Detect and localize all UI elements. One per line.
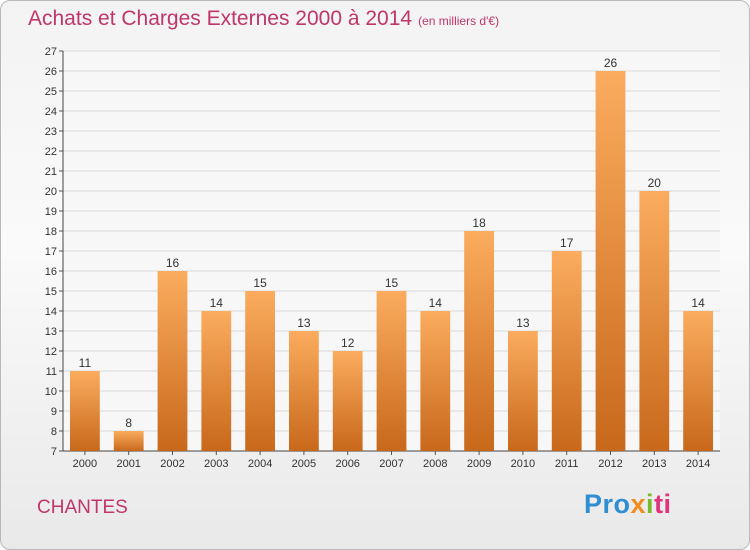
y-tick-label: 11 bbox=[46, 366, 57, 378]
y-tick-label: 13 bbox=[45, 326, 57, 338]
bar-2013 bbox=[639, 191, 670, 451]
chart-title: Achats et Charges Externes 2000 à 2014 bbox=[28, 7, 413, 30]
y-tick-label: 21 bbox=[45, 166, 57, 178]
x-tick-label-2011: 2011 bbox=[555, 458, 579, 470]
y-tick-label: 18 bbox=[45, 226, 57, 238]
data-label-2005: 13 bbox=[297, 316, 311, 330]
x-tick-label-2008: 2008 bbox=[423, 458, 447, 470]
x-tick-label-2006: 2006 bbox=[335, 458, 359, 470]
y-tick-label: 14 bbox=[45, 306, 57, 318]
y-tick-label: 20 bbox=[45, 186, 57, 198]
bar-2014 bbox=[683, 311, 713, 451]
x-tick-label-2013: 2013 bbox=[642, 458, 666, 470]
bar-2008 bbox=[420, 311, 451, 451]
y-tick-label: 8 bbox=[51, 426, 57, 438]
bar-2005 bbox=[289, 331, 319, 451]
bar-2001 bbox=[113, 431, 144, 451]
data-label-2013: 20 bbox=[648, 176, 662, 190]
bar-2010 bbox=[508, 331, 538, 451]
proxiti-logo[interactable]: Proxiti bbox=[584, 489, 672, 519]
x-tick-label-2007: 2007 bbox=[379, 458, 403, 470]
data-label-2002: 16 bbox=[166, 256, 180, 270]
y-tick-label: 12 bbox=[45, 346, 57, 358]
y-tick-label: 15 bbox=[45, 286, 57, 298]
x-tick-label-2001: 2001 bbox=[116, 458, 140, 470]
data-label-2009: 18 bbox=[472, 216, 486, 230]
data-label-2011: 17 bbox=[560, 236, 574, 250]
x-tick-label-2005: 2005 bbox=[292, 458, 316, 470]
bar-2002 bbox=[157, 271, 188, 451]
bar-2007 bbox=[376, 291, 407, 451]
y-tick-label: 27 bbox=[45, 46, 57, 58]
x-tick-label-2014: 2014 bbox=[686, 458, 710, 470]
y-tick-label: 26 bbox=[45, 66, 57, 78]
y-tick-label: 17 bbox=[45, 246, 57, 258]
data-label-2008: 14 bbox=[429, 296, 443, 310]
y-tick-label: 19 bbox=[45, 206, 57, 218]
chart-title-block: Achats et Charges Externes 2000 à 2014 (e… bbox=[28, 7, 499, 31]
x-tick-label-2010: 2010 bbox=[511, 458, 535, 470]
data-label-2000: 11 bbox=[79, 356, 92, 370]
bar-2006 bbox=[332, 351, 363, 451]
bar-2009 bbox=[464, 231, 494, 451]
bar-2003 bbox=[201, 311, 232, 451]
x-tick-label-2000: 2000 bbox=[73, 458, 97, 470]
data-label-2004: 15 bbox=[253, 276, 267, 290]
data-label-2001: 8 bbox=[125, 416, 132, 430]
data-label-2010: 13 bbox=[516, 316, 530, 330]
data-label-2012: 26 bbox=[604, 56, 618, 70]
y-tick-label: 22 bbox=[45, 146, 57, 158]
y-tick-label: 16 bbox=[45, 266, 57, 278]
data-label-2014: 14 bbox=[691, 296, 705, 310]
bar-2004 bbox=[245, 291, 275, 451]
commune-name: CHANTES bbox=[37, 497, 128, 518]
x-tick-label-2012: 2012 bbox=[598, 458, 622, 470]
data-label-2003: 14 bbox=[210, 296, 224, 310]
data-label-2006: 12 bbox=[341, 336, 355, 350]
y-tick-label: 9 bbox=[51, 406, 57, 418]
y-tick-label: 24 bbox=[45, 106, 57, 118]
x-tick-label-2004: 2004 bbox=[248, 458, 272, 470]
y-tick-label: 23 bbox=[45, 126, 57, 138]
bar-2012 bbox=[595, 71, 626, 451]
bar-2000 bbox=[70, 371, 100, 451]
data-label-2007: 15 bbox=[385, 276, 399, 290]
y-tick-label: 7 bbox=[51, 446, 57, 458]
unit-note: (en milliers d'€) bbox=[418, 14, 500, 28]
x-tick-label-2002: 2002 bbox=[160, 458, 184, 470]
x-tick-label-2009: 2009 bbox=[467, 458, 491, 470]
y-tick-label: 25 bbox=[45, 86, 57, 98]
bar-2011 bbox=[551, 251, 582, 451]
y-tick-label: 10 bbox=[45, 386, 57, 398]
x-tick-label-2003: 2003 bbox=[204, 458, 228, 470]
